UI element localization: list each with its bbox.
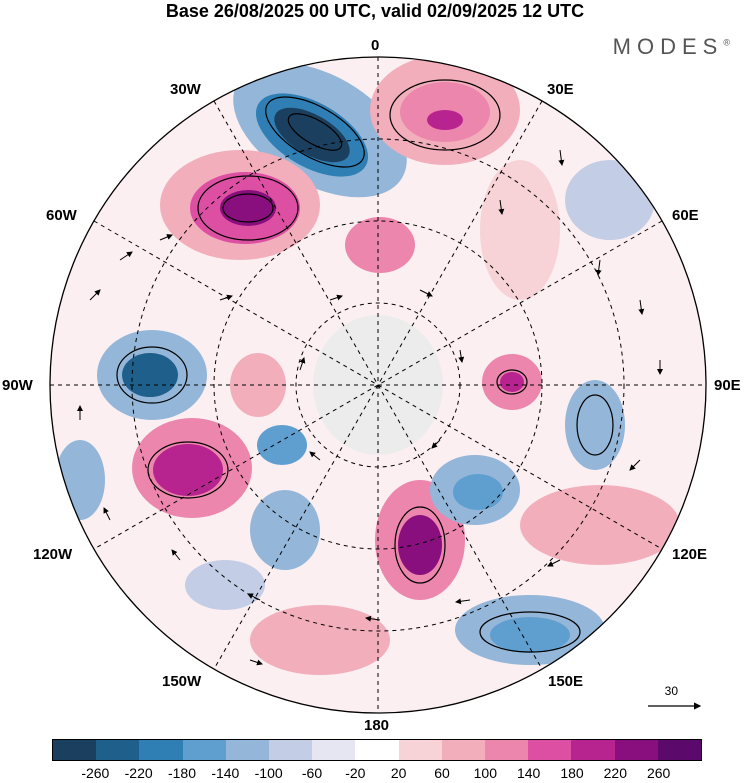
colorbar-tick-label: 100	[473, 765, 498, 781]
colorbar-swatch	[182, 740, 226, 760]
lon-label-150w: 150W	[162, 673, 202, 690]
colorbar-tick-label: -180	[167, 765, 197, 781]
graticule	[50, 57, 706, 713]
colorbar-swatch	[355, 740, 399, 760]
wind-vectors	[77, 149, 663, 666]
lon-label-60e: 60E	[672, 207, 699, 224]
lon-label-180: 180	[364, 717, 390, 734]
colorbar-swatch	[53, 740, 97, 760]
colorbar-tick-label: 260	[646, 765, 671, 781]
colorbar-swatch	[614, 740, 658, 760]
colorbar-swatch	[269, 740, 313, 760]
lon-label-60w: 60W	[46, 207, 77, 224]
lon-label-150e: 150E	[548, 673, 584, 690]
colorbar-swatch	[485, 740, 529, 760]
lon-label-90w: 90W	[2, 377, 33, 394]
colorbar-tick-label: -260	[81, 765, 110, 781]
colorbar-swatch	[96, 740, 140, 760]
streamlines	[116, 79, 614, 653]
colorbar-tick-label: -100	[254, 765, 283, 781]
colorbar-swatch	[571, 740, 615, 760]
lon-label-0: 0	[371, 37, 380, 54]
colorbar-tick-label: -60	[301, 765, 323, 781]
colorbar-swatch	[657, 740, 702, 760]
colorbar-tick-label: 140	[516, 765, 541, 781]
lon-label-120e: 120E	[672, 546, 708, 563]
brand-logo: MODES®	[612, 34, 730, 59]
colorbar-tick-label: -20	[345, 765, 366, 781]
colorbar-tick-label: 20	[390, 765, 407, 781]
lon-label-30w: 30W	[170, 81, 201, 98]
colorbar-tick-label: -220	[124, 765, 153, 781]
colorbar-tick-label: 60	[434, 765, 450, 781]
colorbar-tick-label: -140	[211, 765, 240, 781]
colorbar-swatch	[398, 740, 442, 760]
colorbar-swatch	[225, 740, 270, 760]
colorbar-swatch	[528, 740, 572, 760]
map-title: Base 26/08/2025 00 UTC, valid 02/09/2025…	[165, 1, 585, 21]
lon-label-30e: 30E	[547, 81, 574, 98]
colorbar-swatch	[312, 740, 356, 760]
colorbar-swatch	[441, 740, 486, 760]
reference-vector-label: 30	[664, 684, 678, 698]
lon-label-120w: 120W	[33, 546, 73, 563]
colorbar-swatch	[139, 740, 183, 760]
colorbar	[52, 739, 702, 761]
lon-label-90e: 90E	[714, 377, 741, 394]
colorbar-ticks: -260 -220 -180 -140 -100 -60 -20 20 60 100 140 180 2…	[0, 765, 750, 783]
colorbar-tick-label: 220	[603, 765, 628, 781]
colorbar-tick-label: 180	[560, 765, 584, 781]
